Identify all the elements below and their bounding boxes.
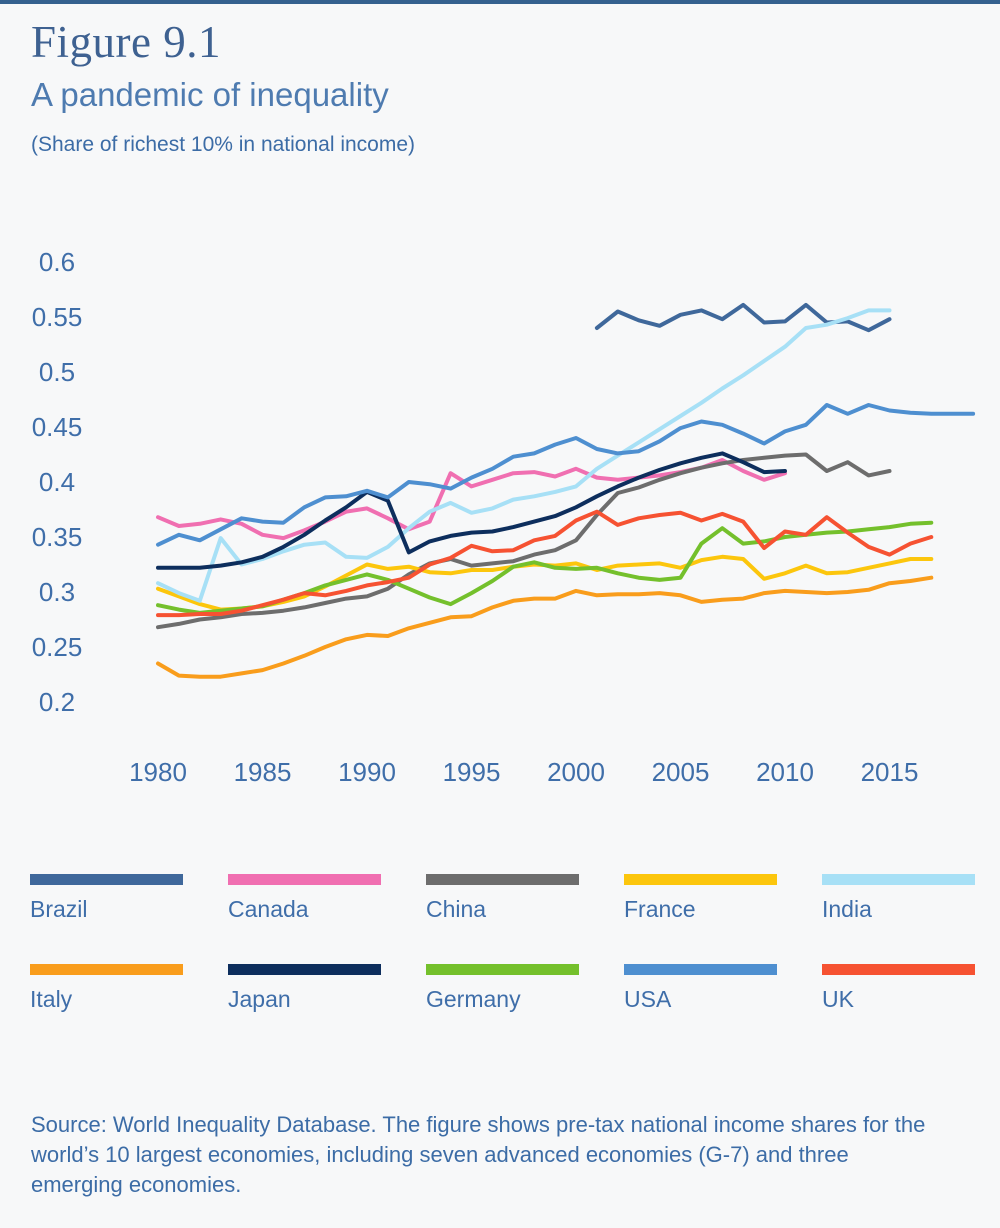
legend-swatch-china: [426, 874, 579, 885]
x-axis-tick-label: 1995: [443, 757, 501, 787]
y-axis-tick-label: 0.5: [39, 357, 75, 387]
chart-title: A pandemic of inequality: [31, 76, 389, 113]
y-axis-tick-label: 0.3: [39, 577, 75, 607]
legend-swatch-india: [822, 874, 975, 885]
legend-label: Brazil: [30, 896, 88, 922]
legend-label: Germany: [426, 986, 521, 1012]
x-axis-tick-label: 1990: [338, 757, 396, 787]
chart-legend: Brazil Canada China France India Italy Japan Ge…: [30, 874, 1000, 1013]
x-axis-tick-label: 1985: [234, 757, 292, 787]
legend-swatch-germany: [426, 964, 579, 975]
legend-label: UK: [822, 986, 854, 1012]
legend-swatch-brazil: [30, 874, 183, 885]
legend-swatch-italy: [30, 964, 183, 975]
series-line-uk: [156, 509, 934, 618]
legend-swatch-japan: [228, 964, 381, 975]
legend-label: Italy: [30, 986, 73, 1012]
legend-item-usa: USA: [624, 964, 822, 1013]
legend-label: France: [624, 896, 696, 922]
series-line-india: [156, 308, 892, 603]
legend-item-uk: UK: [822, 964, 1000, 1013]
y-axis-tick-label: 0.35: [32, 522, 83, 552]
x-axis-tick-label: 2000: [547, 757, 605, 787]
series-line-italy: [156, 575, 934, 679]
series-line-usa: [156, 403, 976, 547]
legend-label: China: [426, 896, 487, 922]
y-axis-tick-label: 0.55: [32, 302, 83, 332]
chart-subtitle: (Share of richest 10% in national income…: [31, 133, 416, 156]
legend-item-france: France: [624, 874, 822, 923]
legend-item-canada: Canada: [228, 874, 426, 923]
legend-item-japan: Japan: [228, 964, 426, 1013]
y-axis-tick-label: 0.2: [39, 687, 75, 717]
figure-label: Figure 9.1: [31, 17, 221, 67]
y-axis-tick-label: 0.45: [32, 412, 83, 442]
legend-item-germany: Germany: [426, 964, 624, 1013]
legend-item-brazil: Brazil: [30, 874, 228, 923]
y-axis-tick-label: 0.25: [32, 632, 83, 662]
legend-swatch-canada: [228, 874, 381, 885]
y-axis-tick-label: 0.6: [39, 247, 75, 277]
legend-item-india: India: [822, 874, 1000, 923]
y-axis-tick-label: 0.4: [39, 467, 75, 497]
legend-label: Canada: [228, 896, 309, 922]
x-axis-tick-label: 2005: [652, 757, 710, 787]
series-line-japan: [156, 451, 787, 570]
legend-label: USA: [624, 986, 672, 1012]
series-line-china: [156, 452, 892, 630]
legend-label: India: [822, 896, 872, 922]
legend-swatch-usa: [624, 964, 777, 975]
top-accent-bar: [0, 0, 1000, 4]
source-note: Source: World Inequality Database. The f…: [31, 1112, 926, 1197]
legend-swatch-france: [624, 874, 777, 885]
x-axis-tick-label: 1980: [129, 757, 187, 787]
legend-item-china: China: [426, 874, 624, 923]
legend-swatch-uk: [822, 964, 975, 975]
x-axis-tick-label: 2010: [756, 757, 814, 787]
x-axis-tick-label: 2015: [861, 757, 919, 787]
legend-item-italy: Italy: [30, 964, 228, 1013]
legend-label: Japan: [228, 986, 291, 1012]
